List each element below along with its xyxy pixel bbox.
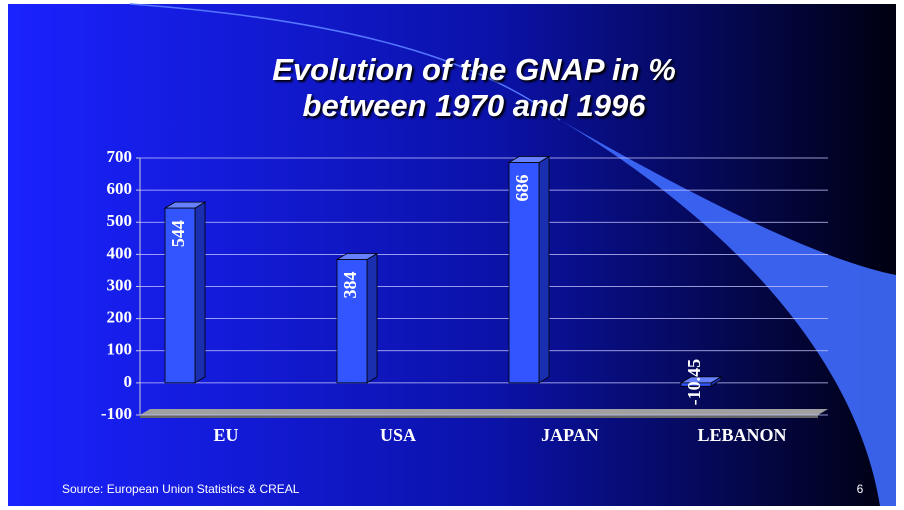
swoosh xyxy=(560,120,896,506)
bar-side xyxy=(194,201,206,384)
x-tick-label: JAPAN xyxy=(541,425,599,445)
y-tick-label: 0 xyxy=(124,372,133,391)
bar xyxy=(680,382,712,387)
bar xyxy=(336,259,368,384)
floor-front xyxy=(140,415,818,418)
y-tick-label: 600 xyxy=(107,179,133,198)
floor xyxy=(140,409,828,415)
chart-title: between 1970 and 1996 xyxy=(303,88,647,123)
bar xyxy=(164,207,196,384)
value-label: 544 xyxy=(168,220,188,247)
bar-side xyxy=(366,252,378,384)
y-tick-label: 700 xyxy=(107,147,133,166)
y-tick-label: 400 xyxy=(107,243,133,262)
source: Source: European Union Statistics & CREA… xyxy=(62,482,300,496)
swoosh-line xyxy=(129,3,561,121)
x-tick-label: EU xyxy=(213,425,238,445)
y-tick-label: 100 xyxy=(107,340,133,359)
value-label: 686 xyxy=(512,174,532,201)
value-label: -10.45 xyxy=(684,359,704,406)
bar-side xyxy=(538,155,550,384)
x-tick-label: USA xyxy=(380,425,416,445)
y-tick-label: 200 xyxy=(107,308,133,327)
plot: -100 0 100 200 300 400 500 600 700 EU 544 USA 384 JAP… xyxy=(101,147,828,445)
x-tick-label: LEBANON xyxy=(697,425,786,445)
value-label: 384 xyxy=(340,272,360,299)
bar xyxy=(508,162,540,384)
y-tick-label: 300 xyxy=(107,275,133,294)
y-tick-label: 500 xyxy=(107,211,133,230)
chart-title: Evolution of the GNAP in % xyxy=(272,52,676,87)
y-tick-label: -100 xyxy=(101,404,132,423)
slide-number: 6 xyxy=(857,482,864,496)
